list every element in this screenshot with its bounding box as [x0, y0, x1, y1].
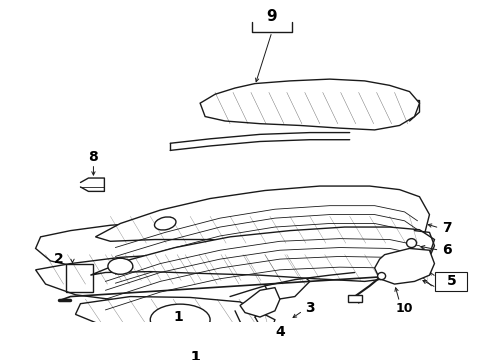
Polygon shape — [75, 297, 275, 344]
Ellipse shape — [154, 217, 176, 230]
Polygon shape — [240, 288, 280, 317]
Text: 7: 7 — [442, 221, 452, 235]
Text: 1: 1 — [190, 350, 200, 360]
Text: 5: 5 — [446, 274, 456, 288]
Ellipse shape — [108, 258, 133, 274]
Polygon shape — [36, 222, 320, 282]
Text: 1: 1 — [173, 310, 183, 324]
Text: 10: 10 — [396, 302, 413, 315]
Text: 8: 8 — [89, 150, 98, 164]
Circle shape — [378, 273, 386, 280]
Bar — [66, 264, 94, 292]
Text: 4: 4 — [275, 325, 285, 339]
Polygon shape — [36, 254, 310, 304]
Text: 3: 3 — [305, 301, 315, 315]
Ellipse shape — [150, 304, 210, 335]
Polygon shape — [91, 227, 435, 282]
Text: 6: 6 — [442, 243, 452, 257]
Text: 1: 1 — [190, 350, 200, 360]
Circle shape — [407, 239, 416, 248]
Polygon shape — [375, 248, 435, 284]
Text: 9: 9 — [267, 9, 277, 24]
Bar — [348, 295, 362, 302]
Polygon shape — [200, 79, 419, 130]
Polygon shape — [96, 186, 429, 250]
Text: 2: 2 — [54, 252, 63, 266]
